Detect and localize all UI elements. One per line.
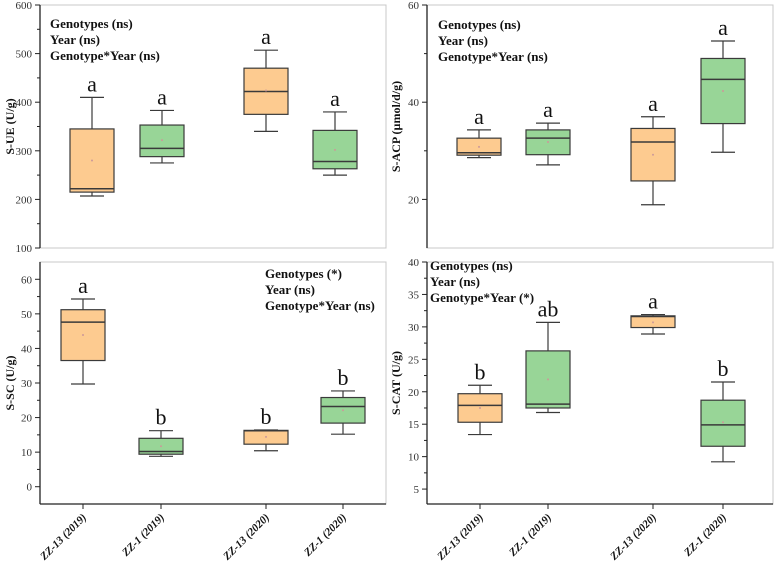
y-axis-title: S-ACP (µmol/d/g) — [389, 81, 403, 172]
y-tick-label: 30 — [408, 322, 420, 334]
significance-annotation: Genotype*Year (ns) — [50, 48, 160, 63]
significance-annotation: Year (ns) — [50, 32, 100, 47]
mean-marker — [652, 153, 654, 156]
mean-marker — [161, 139, 163, 142]
significance-annotation: Genotypes (*) — [265, 266, 342, 281]
group-letter: a — [330, 86, 340, 111]
y-tick-label: 100 — [16, 243, 33, 255]
mean-marker — [722, 90, 724, 93]
group-letter: b — [261, 404, 272, 429]
y-tick-label: 400 — [16, 97, 33, 109]
chart-panel-4: 5 10 15 20 25 30 35 40 S-CAT (U/g) Genotypes (ns)… — [389, 257, 774, 562]
group-letter: a — [543, 97, 553, 122]
significance-annotation: Genotypes (ns) — [50, 16, 133, 31]
mean-marker — [160, 445, 162, 448]
x-tick-label: ZZ-13 (2020) — [220, 512, 272, 562]
plot-frame — [426, 4, 774, 249]
plot-frame — [39, 4, 387, 249]
significance-annotation: Genotype*Year (ns) — [438, 49, 548, 64]
significance-annotation: Genotypes (ns) — [430, 258, 513, 273]
x-tick-label: ZZ-1 (2020) — [681, 512, 729, 560]
group-letter: b — [718, 356, 729, 381]
y-tick-label: 40 — [408, 97, 420, 109]
significance-annotation: Year (ns) — [438, 33, 488, 48]
group-letter: a — [87, 71, 97, 96]
y-tick-label: 0 — [27, 482, 33, 494]
mean-marker — [91, 159, 93, 162]
chart-panel-1: 100 200 300 400 500 600 S-UE (U/g) Genotypes (n… — [3, 0, 387, 255]
x-tick-label: ZZ-13 (2019) — [434, 512, 486, 562]
plot-frame — [426, 261, 774, 505]
y-tick-label: 20 — [408, 194, 420, 206]
chart-panel-3: 0 10 20 30 40 50 60 S-SC (U/g) Genotypes (*)Year… — [3, 261, 387, 562]
y-tick-label: 30 — [21, 378, 33, 390]
mean-marker — [334, 148, 336, 151]
x-tick-label: ZZ-1 (2019) — [119, 512, 167, 560]
y-tick-label: 20 — [408, 387, 420, 399]
y-tick-label: 20 — [21, 413, 33, 425]
y-tick-label: 500 — [16, 49, 33, 61]
group-letter: a — [648, 91, 658, 116]
chart-panel-2: 20 40 60 S-ACP (µmol/d/g) Genotypes (ns)Year… — [389, 0, 774, 249]
mean-marker — [547, 378, 549, 381]
mean-marker — [722, 421, 724, 424]
significance-annotation: Year (ns) — [430, 274, 480, 289]
box-zz-13-2019-: a — [456, 104, 502, 159]
x-tick-label: ZZ-1 (2020) — [301, 512, 349, 560]
box-zz-1-2019-: a — [139, 84, 185, 164]
y-axis-title: S-CAT (U/g) — [389, 351, 403, 415]
box-zz-1-2019-: a — [525, 97, 571, 166]
x-tick-label: ZZ-13 (2020) — [607, 512, 659, 562]
y-tick-label: 60 — [21, 274, 33, 286]
group-letter: a — [648, 289, 658, 314]
group-letter: b — [156, 405, 167, 430]
box-zz-13-2020-: a — [243, 24, 289, 132]
y-axis-title: S-UE (U/g) — [3, 98, 17, 154]
significance-annotation: Genotype*Year (*) — [430, 290, 534, 305]
mean-marker — [547, 141, 549, 144]
mean-marker — [342, 409, 344, 412]
group-letter: a — [261, 24, 271, 49]
box-zz-13-2019-: a — [69, 71, 115, 197]
y-tick-label: 60 — [408, 0, 420, 12]
significance-annotation: Genotypes (ns) — [438, 17, 521, 32]
box-zz-1-2020-: a — [312, 86, 358, 176]
significance-annotation: Genotype*Year (ns) — [265, 298, 375, 313]
y-tick-label: 40 — [408, 257, 420, 269]
y-tick-label: 300 — [16, 146, 33, 158]
y-tick-label: 25 — [408, 354, 420, 366]
group-letter: ab — [538, 296, 559, 321]
group-letter: b — [475, 359, 486, 384]
y-tick-label: 40 — [21, 343, 33, 355]
group-letter: b — [338, 365, 349, 390]
mean-marker — [82, 333, 84, 336]
y-tick-label: 35 — [408, 289, 420, 301]
y-tick-label: 200 — [16, 194, 33, 206]
mean-marker — [479, 406, 481, 409]
box-zz-1-2020-: a — [700, 15, 746, 153]
y-tick-label: 10 — [21, 447, 33, 459]
y-axis-title: S-SC (U/g) — [3, 355, 17, 410]
x-tick-label: ZZ-1 (2019) — [506, 512, 554, 560]
y-tick-label: 10 — [408, 452, 420, 464]
group-letter: a — [78, 273, 88, 298]
y-tick-label: 5 — [414, 484, 420, 496]
mean-marker — [478, 145, 480, 148]
significance-annotation: Year (ns) — [265, 282, 315, 297]
x-tick-label: ZZ-13 (2019) — [37, 512, 89, 562]
group-letter: a — [157, 84, 167, 109]
mean-marker — [265, 435, 267, 438]
box-zz-13-2020-: a — [630, 91, 676, 206]
y-tick-label: 15 — [408, 419, 420, 431]
mean-marker — [265, 89, 267, 92]
mean-marker — [652, 321, 654, 324]
y-tick-label: 50 — [21, 309, 33, 321]
y-tick-label: 600 — [16, 0, 33, 12]
group-letter: a — [474, 104, 484, 129]
group-letter: a — [718, 15, 728, 40]
